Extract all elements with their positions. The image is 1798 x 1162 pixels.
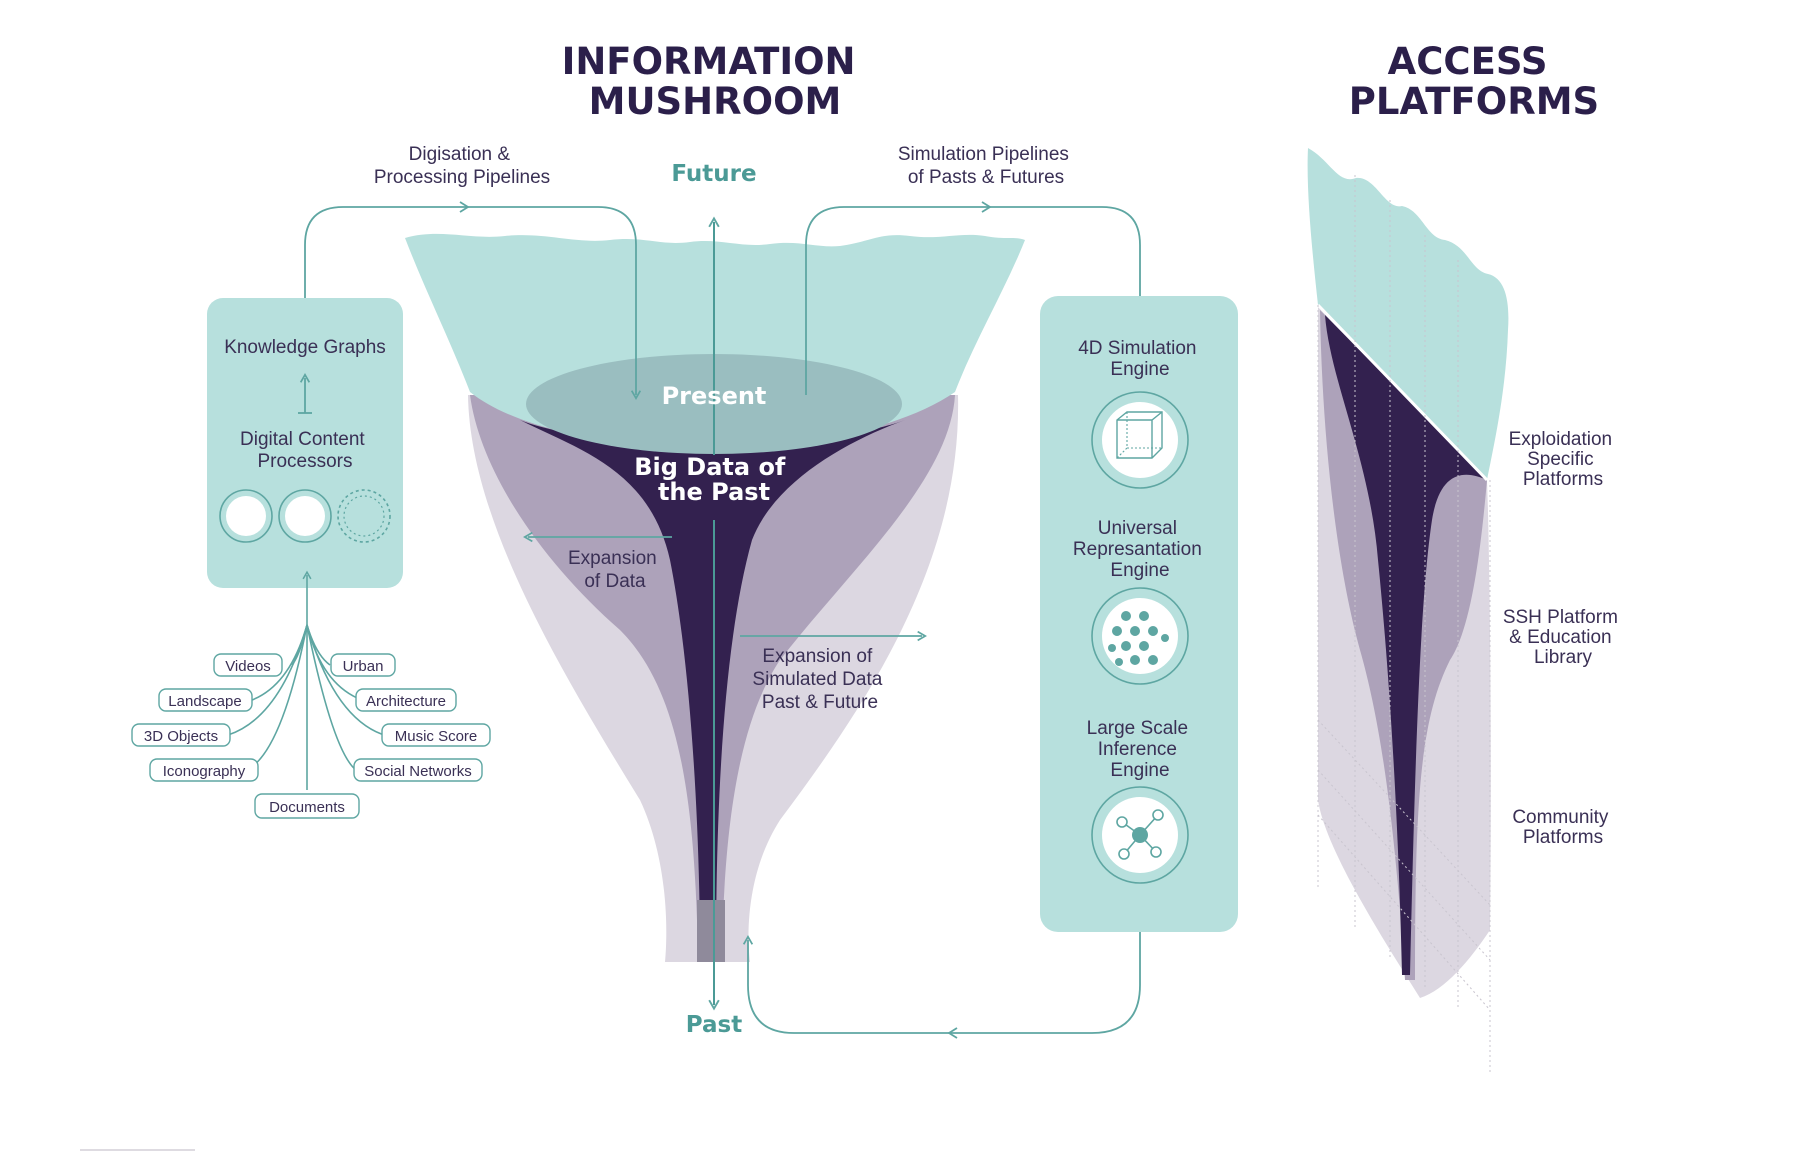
dots-grid-icon bbox=[1091, 587, 1189, 685]
source-label: Architecture bbox=[366, 693, 446, 710]
source-chip-urban[interactable]: Urban bbox=[330, 653, 396, 677]
source-label: Videos bbox=[225, 658, 271, 675]
source-chip-architecture[interactable]: Architecture bbox=[355, 688, 457, 712]
expansion-simulated-label: Expansion of Simulated Data Past & Futur… bbox=[752, 646, 887, 713]
loop-chevron-icon bbox=[947, 1027, 958, 1039]
big-data-label: Big Data of the Past bbox=[634, 453, 793, 506]
present-label: Present bbox=[662, 382, 767, 410]
pipeline-chevron-icon bbox=[981, 201, 992, 213]
cube-icon bbox=[1091, 391, 1189, 489]
access-platforms-shape bbox=[1307, 148, 1509, 1075]
simulation-pipeline-label: Simulation Pipelines of Pasts & Futures bbox=[898, 144, 1074, 188]
past-label: Past bbox=[686, 1012, 742, 1038]
knowledge-graphs-label: Knowledge Graphs bbox=[224, 337, 386, 358]
platform-exploitation-label: Exploidation Specific Platforms bbox=[1509, 429, 1618, 490]
source-label: 3D Objects bbox=[144, 728, 218, 745]
content-processors-label: Digital Content Processors bbox=[240, 429, 370, 472]
source-chip-landscape[interactable]: Landscape bbox=[158, 688, 253, 712]
platform-community-label: Community Platforms bbox=[1512, 807, 1613, 848]
network-node-icon bbox=[1091, 786, 1189, 884]
engine-inference-label: Large Scale Inference Engine bbox=[1087, 718, 1194, 781]
source-label: Music Score bbox=[395, 728, 478, 745]
source-label: Landscape bbox=[168, 693, 241, 710]
source-chip-documents[interactable]: Documents bbox=[254, 793, 360, 819]
source-chip-3d-objects[interactable]: 3D Objects bbox=[131, 723, 231, 747]
feedback-loop-arrow bbox=[742, 915, 1141, 1034]
source-tree bbox=[227, 570, 385, 790]
pipeline-chevron-icon bbox=[459, 201, 470, 213]
engine-4d-label: 4D Simulation Engine bbox=[1078, 338, 1202, 380]
processor-cycle-icon bbox=[278, 489, 332, 543]
engine-universal-label: Universal Represantation Engine bbox=[1073, 518, 1207, 581]
future-label: Future bbox=[671, 161, 756, 187]
expansion-data-label: Expansion of Data bbox=[568, 548, 662, 592]
access-platforms-title: ACCESS PLATFORMS bbox=[1349, 40, 1599, 123]
big-data-core bbox=[520, 420, 905, 958]
source-chip-social-networks[interactable]: Social Networks bbox=[353, 758, 483, 782]
processor-icons bbox=[219, 489, 391, 543]
stalk-base bbox=[697, 900, 725, 962]
platform-core-layer bbox=[1325, 315, 1487, 975]
processor-cycle-icon bbox=[219, 489, 273, 543]
source-chip-iconography[interactable]: Iconography bbox=[149, 758, 259, 782]
source-label: Documents bbox=[269, 799, 345, 816]
source-chip-videos[interactable]: Videos bbox=[213, 653, 283, 677]
source-chips: Videos Urban Landscape Architecture 3D O… bbox=[131, 653, 491, 819]
simulation-pipeline-arrow bbox=[805, 206, 1146, 395]
source-label: Social Networks bbox=[364, 763, 472, 780]
mushroom-title: INFORMATION MUSHROOM bbox=[562, 40, 869, 123]
digitisation-pipeline-label: Digisation & Processing Pipelines bbox=[374, 144, 550, 188]
source-label: Urban bbox=[343, 658, 384, 675]
source-chip-music-score[interactable]: Music Score bbox=[381, 723, 491, 747]
platform-ssh-label: SSH Platform & Education Library bbox=[1503, 607, 1623, 668]
digitisation-pipeline-arrow bbox=[304, 206, 642, 400]
processor-pending-icon bbox=[337, 489, 391, 543]
source-label: Iconography bbox=[163, 763, 246, 780]
